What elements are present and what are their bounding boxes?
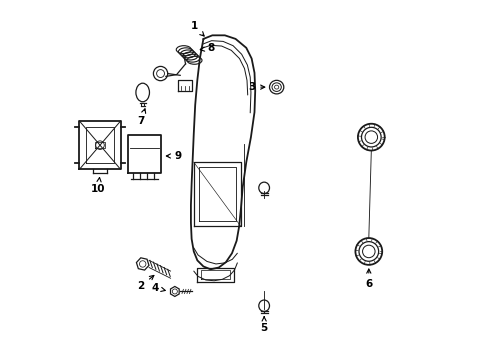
Text: 8: 8 <box>200 43 214 53</box>
Text: 1: 1 <box>190 21 203 36</box>
Text: 10: 10 <box>91 177 105 194</box>
Text: 6: 6 <box>365 269 372 289</box>
Text: 5: 5 <box>260 317 267 333</box>
Text: 7: 7 <box>137 109 145 126</box>
Text: 9: 9 <box>166 151 181 161</box>
Text: 4: 4 <box>151 283 165 293</box>
Text: 2: 2 <box>137 275 154 291</box>
Text: 3: 3 <box>247 82 264 92</box>
